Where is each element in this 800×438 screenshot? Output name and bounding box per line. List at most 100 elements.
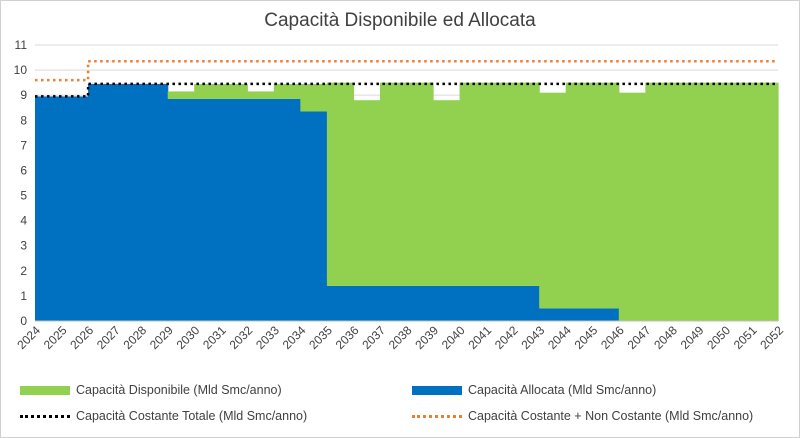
bar-allocata <box>353 285 381 321</box>
bar-allocata <box>326 285 355 321</box>
x-tick-label: 2049 <box>678 323 707 352</box>
x-tick-label: 2046 <box>598 323 627 352</box>
x-tick-label: 2026 <box>67 323 96 352</box>
y-tick-label: 0 <box>20 314 27 328</box>
bar-disponibile <box>645 82 673 322</box>
x-tick-label: 2051 <box>731 323 760 352</box>
y-tick-label: 3 <box>20 239 27 253</box>
y-tick-label: 2 <box>20 264 27 278</box>
legend-item-allocata: Capacità Allocata (Mld Smc/anno) <box>412 383 656 397</box>
bar-allocata <box>565 308 593 321</box>
bar-disponibile <box>194 83 222 99</box>
bar-disponibile <box>247 91 275 99</box>
x-tick-label: 2043 <box>519 323 548 352</box>
x-tick-label: 2040 <box>439 323 468 352</box>
y-tick-label: 6 <box>20 163 27 177</box>
bar-disponibile <box>486 82 514 286</box>
bar-allocata <box>273 98 301 321</box>
bar-allocata <box>194 98 222 321</box>
bar-allocata <box>220 98 248 321</box>
x-tick-label: 2033 <box>253 323 282 352</box>
legend-swatch-disponibile <box>20 386 70 396</box>
bar-disponibile <box>167 91 195 99</box>
x-tick-label: 2030 <box>174 323 203 352</box>
x-tick-label: 2035 <box>306 323 335 352</box>
chart-title: Capacità Disponibile ed Allocata <box>264 10 536 31</box>
y-tick-label: 4 <box>20 214 27 228</box>
legend-label-allocata: Capacità Allocata (Mld Smc/anno) <box>468 383 657 397</box>
bar-allocata <box>88 83 116 322</box>
bar-disponibile <box>353 100 381 286</box>
y-tick-label: 1 <box>20 289 27 303</box>
bar-disponibile <box>618 92 646 321</box>
bar-allocata <box>300 111 328 321</box>
y-tick-label: 5 <box>20 189 27 203</box>
x-tick-label: 2031 <box>200 323 229 352</box>
legend-item-costante-totale: Capacità Costante Totale (Mld Smc/anno) <box>20 409 307 423</box>
x-tick-label: 2034 <box>280 323 309 352</box>
y-tick-label: 11 <box>15 38 28 52</box>
bar-disponibile <box>406 82 434 286</box>
bar-disponibile <box>220 83 248 99</box>
x-tick-label: 2041 <box>465 323 494 352</box>
line-costante-non-costante <box>35 60 778 82</box>
bar-allocata <box>539 308 567 321</box>
bar-allocata <box>459 285 487 321</box>
bar-disponibile <box>326 82 355 286</box>
bar-disponibile <box>379 82 408 286</box>
x-tick-label: 2048 <box>651 323 680 352</box>
bar-disponibile <box>671 82 699 322</box>
x-tick-label: 2050 <box>704 323 733 352</box>
legend-swatch-costante-totale <box>20 415 70 419</box>
bar-allocata <box>512 285 540 321</box>
line-costante-totale <box>35 82 778 98</box>
x-tick-label: 2042 <box>492 323 521 352</box>
bar-disponibile <box>273 83 301 99</box>
bar-disponibile <box>698 82 726 322</box>
legend-label-costante-non-costante: Capacità Costante + Non Costante (Mld Sm… <box>468 409 754 423</box>
bar-allocata <box>592 308 620 321</box>
legend-label-costante-totale: Capacità Costante Totale (Mld Smc/anno) <box>76 409 308 423</box>
x-tick-label: 2044 <box>545 323 574 352</box>
x-tick-label: 2039 <box>412 323 441 352</box>
bar-disponibile <box>300 83 328 112</box>
bar-allocata <box>486 285 514 321</box>
x-tick-label: 2036 <box>333 323 362 352</box>
x-tick-label: 2045 <box>572 323 601 352</box>
bar-allocata <box>379 285 408 321</box>
legend-swatch-allocata <box>412 386 462 396</box>
x-tick-label: 2037 <box>359 323 388 352</box>
bar-disponibile <box>751 82 779 322</box>
x-tick-label: 2025 <box>41 323 70 352</box>
bar-disponibile <box>724 82 753 322</box>
bar-allocata <box>141 83 169 322</box>
x-tick-label: 2047 <box>625 323 654 352</box>
x-tick-label: 2029 <box>147 323 176 352</box>
legend-item-costante-non-costante: Capacità Costante + Non Costante (Mld Sm… <box>412 409 753 423</box>
legend-item-disponibile: Capacità Disponibile (Mld Smc/anno) <box>20 383 282 397</box>
y-tick-label: 9 <box>20 88 27 102</box>
bar-disponibile <box>433 100 461 286</box>
x-tick-label: 2038 <box>386 323 415 352</box>
bar-disponibile <box>459 82 487 286</box>
bar-allocata <box>114 83 142 322</box>
bar-allocata <box>35 96 63 321</box>
y-tick-label: 10 <box>14 63 28 77</box>
legend-swatch-costante-non-costante <box>412 415 462 419</box>
y-tick-label: 7 <box>20 138 27 152</box>
x-tick-label: 2032 <box>227 323 256 352</box>
bar-allocata <box>167 98 195 321</box>
x-tick-label: 2027 <box>94 323 123 352</box>
bar-allocata <box>433 285 461 321</box>
bar-disponibile <box>592 82 620 309</box>
x-tick-label: 2028 <box>120 323 149 352</box>
bar-disponibile <box>539 92 567 309</box>
bar-allocata <box>61 96 89 321</box>
x-tick-label: 2052 <box>757 323 786 352</box>
bar-allocata <box>406 285 434 321</box>
bar-allocata <box>247 98 275 321</box>
x-tick-label: 2024 <box>14 323 43 352</box>
bar-disponibile <box>565 82 593 309</box>
y-tick-label: 8 <box>20 113 27 127</box>
